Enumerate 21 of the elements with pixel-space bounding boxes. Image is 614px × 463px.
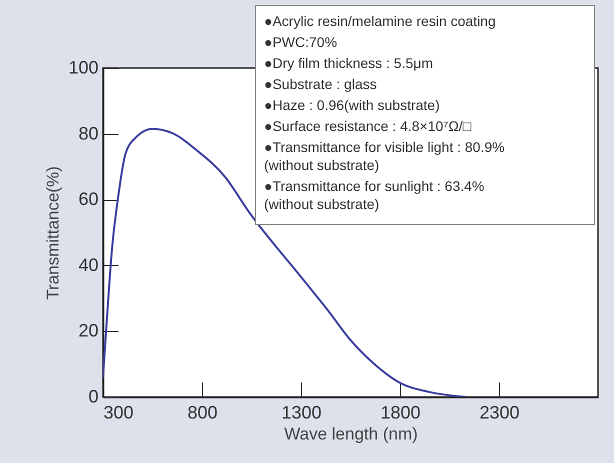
x-tick-label: 1800 — [380, 402, 421, 422]
x-axis-title: Wave length (nm) — [284, 424, 418, 444]
y-axis-title: Transmittance(%) — [43, 166, 62, 300]
x-tick-label: 800 — [187, 402, 218, 422]
x-tick-label: 1300 — [281, 402, 322, 422]
annotation: ●Transmittance for sunlight : 63.4% (without substrate) — [264, 177, 486, 213]
text: ●Acrylic resin/melamine resin coating — [264, 13, 496, 29]
y-tick-label: 40 — [78, 254, 98, 275]
annotation: ●Haze : 0.96(with substrate) — [264, 96, 441, 114]
text: ●PWC:70% — [264, 34, 338, 50]
annotation: ●Transmittance for visible light : 80.9% (without substrate) — [264, 138, 506, 174]
annotation: ●Dry film thickness : 5.5μm — [264, 54, 434, 72]
y-tick-label: 20 — [78, 320, 98, 341]
y-tick-label: 80 — [78, 123, 98, 144]
y-tick-label: 100 — [68, 58, 98, 78]
x-tick-label: 2300 — [479, 402, 520, 422]
y-tick-label: 0 — [88, 386, 98, 406]
annotation: ●Surface resistance : 4.8×10⁷Ω/□ — [264, 117, 472, 135]
annotation: ●Substrate : glass — [264, 75, 378, 93]
x-tick-label: 300 — [104, 402, 134, 422]
y-tick-label: 60 — [78, 189, 98, 210]
